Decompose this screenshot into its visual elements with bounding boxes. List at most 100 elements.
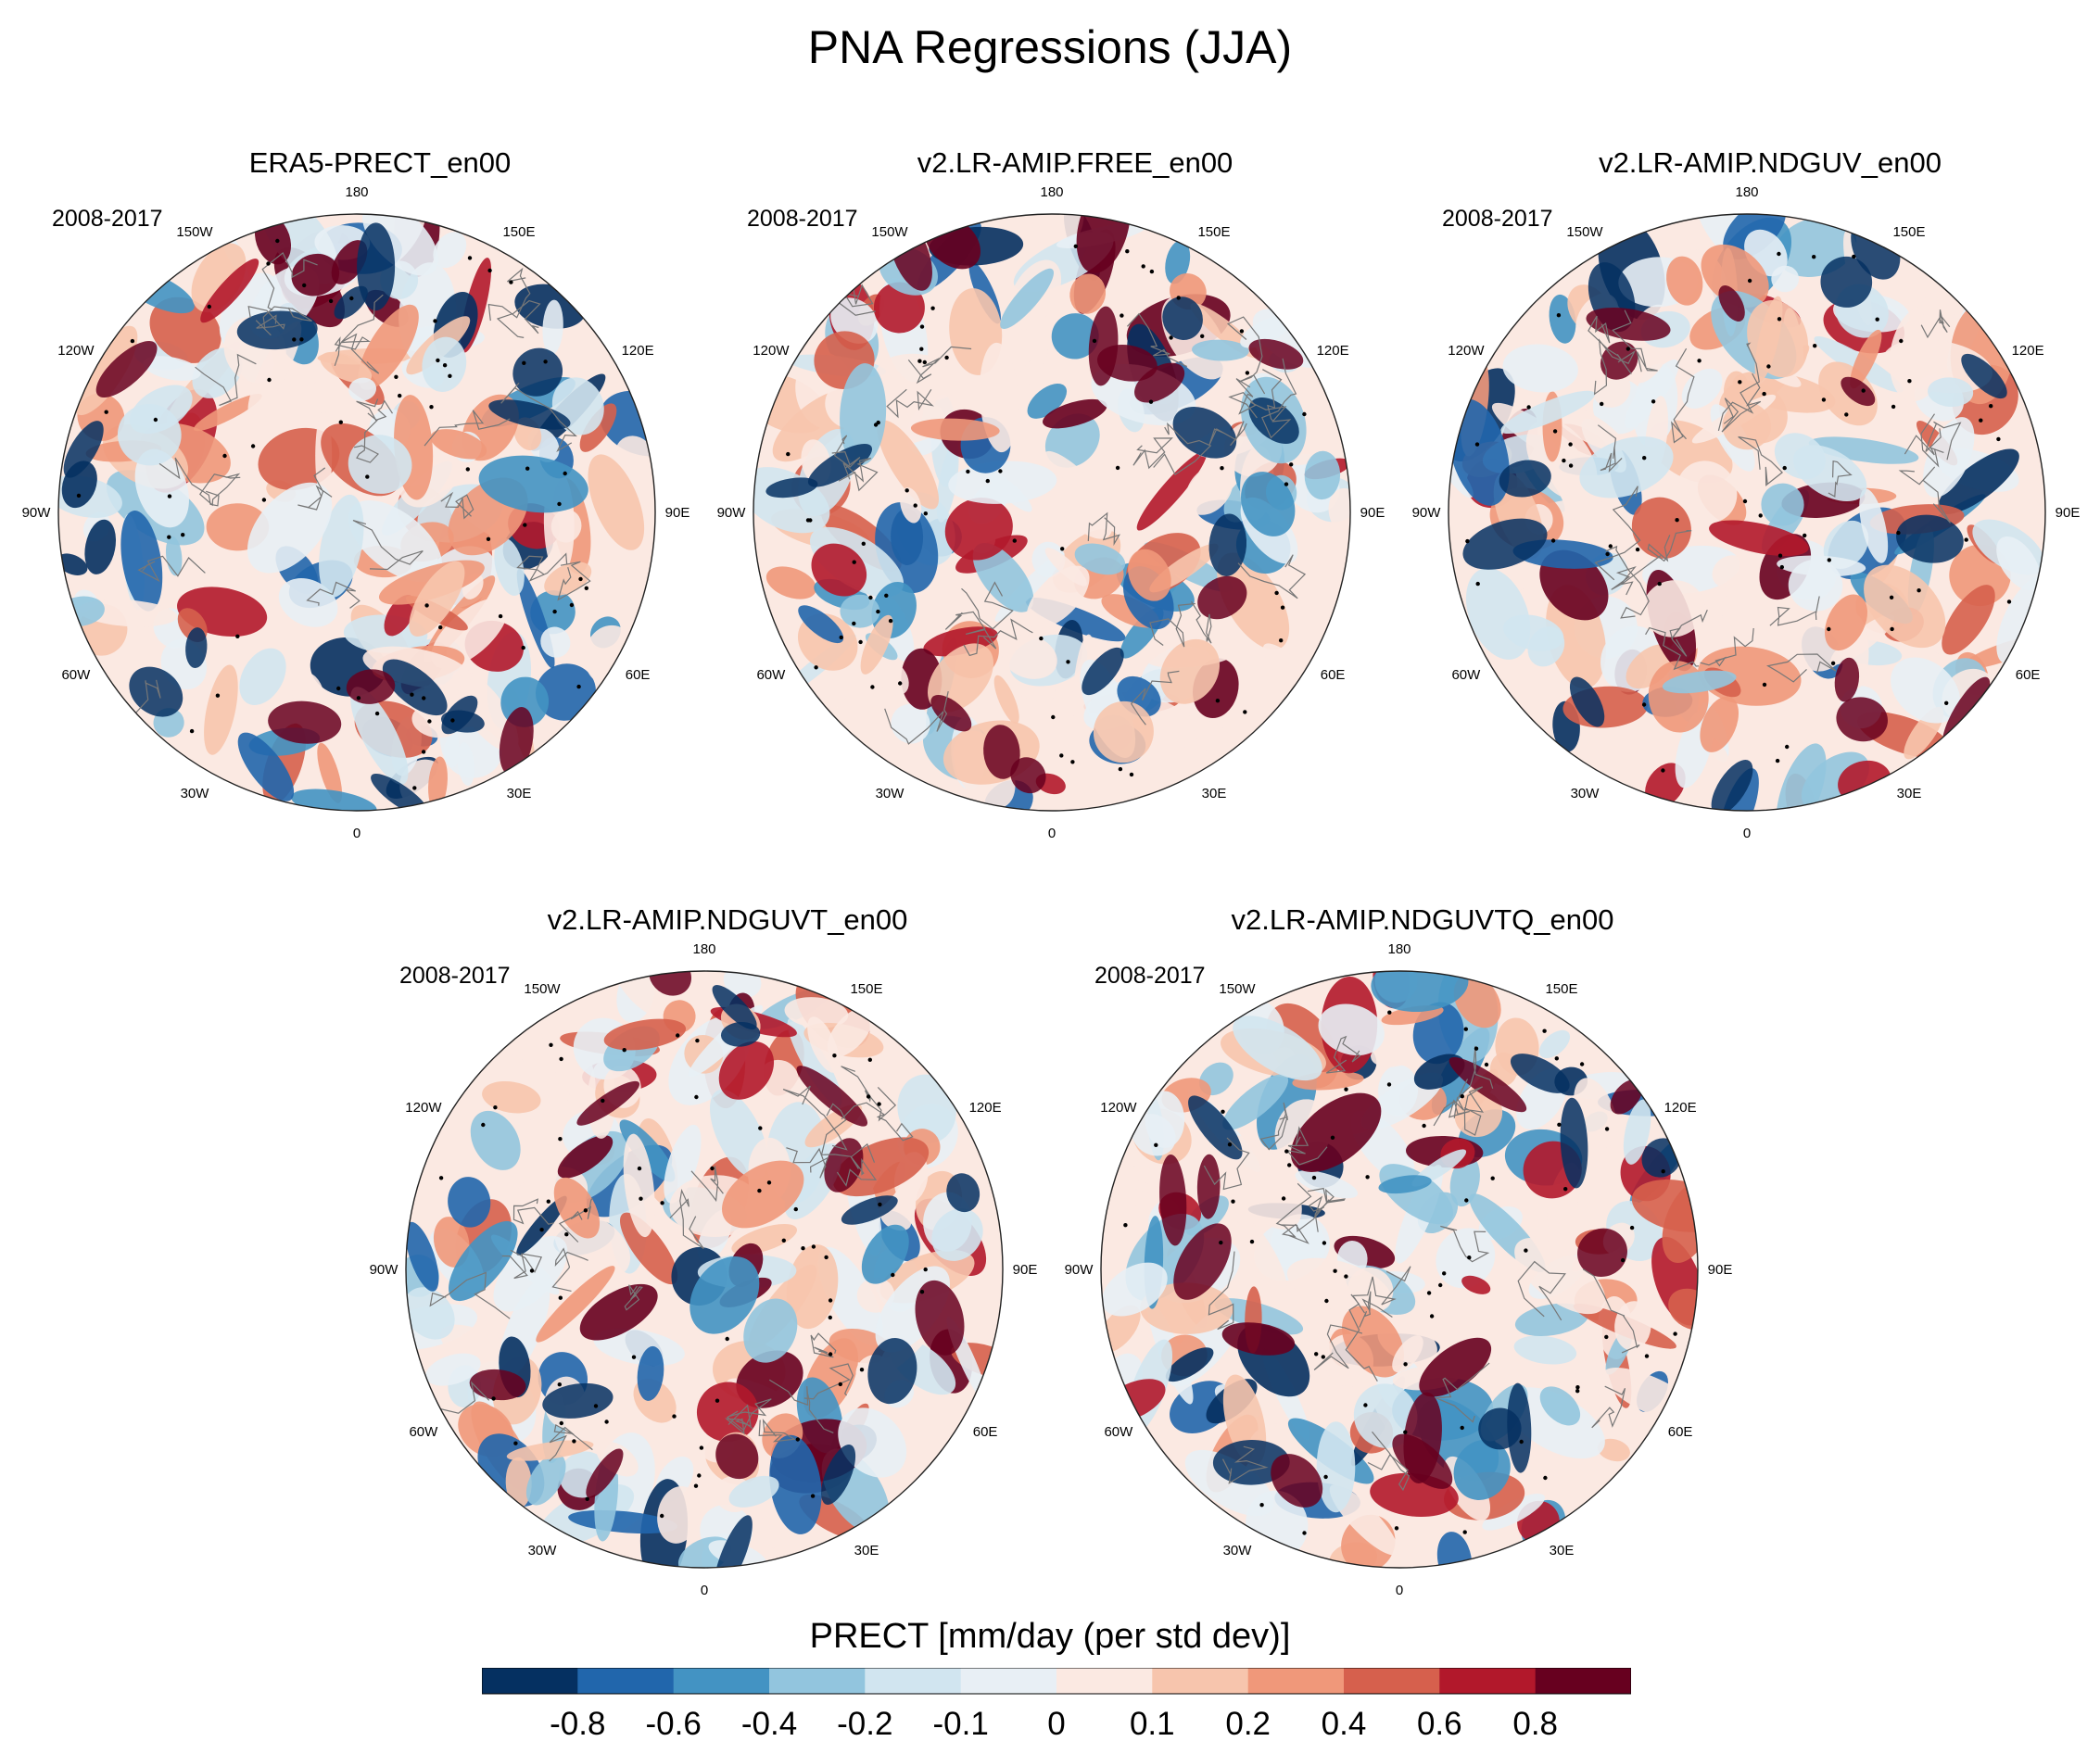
anomaly-blob	[535, 663, 597, 721]
coastline	[1828, 460, 1853, 498]
stipple-dot	[1777, 317, 1782, 322]
anomaly-blob	[409, 561, 465, 637]
anomaly-blob	[406, 1287, 455, 1340]
stipple-dot	[412, 786, 417, 790]
stipple-dot	[1526, 405, 1531, 410]
stipple-dot	[410, 692, 414, 697]
stipple-dot	[868, 595, 873, 600]
strong-anomaly-core	[649, 971, 692, 996]
longitude-label: 60E	[1321, 667, 1346, 683]
coastline	[803, 1363, 854, 1400]
strong-anomaly-core	[268, 700, 342, 744]
stipple-dot	[858, 639, 863, 645]
anomaly-blob	[1788, 559, 1843, 612]
anomaly-blob	[1140, 1282, 1233, 1334]
strong-anomaly-core	[1834, 657, 1860, 702]
stipple-dot	[563, 471, 567, 476]
anomaly-blob	[860, 614, 893, 675]
anomaly-blob	[1500, 390, 1596, 435]
strong-anomaly-core	[1162, 297, 1203, 340]
anomaly-blob	[1514, 1303, 1589, 1337]
stipple-dot	[442, 363, 448, 368]
stipple-dot	[1762, 391, 1766, 397]
anomaly-blob	[743, 1298, 798, 1363]
stipple-dot	[1314, 1352, 1319, 1357]
stipple-dot	[487, 268, 492, 273]
strong-anomaly-core	[930, 695, 972, 732]
stipple-dot	[1641, 702, 1647, 707]
stipple-dot	[793, 1206, 798, 1212]
anomaly-blob	[1194, 720, 1234, 757]
stipple-dot	[422, 696, 426, 700]
stipple-dot	[1333, 1268, 1337, 1273]
anomaly-blob	[1923, 417, 1975, 498]
strong-anomaly-core	[63, 421, 104, 478]
coastline	[907, 346, 972, 385]
stipple-dot	[1280, 605, 1285, 610]
anomaly-blob	[448, 1177, 491, 1228]
stipple-dot	[888, 618, 893, 624]
stipple-dot	[1484, 1062, 1489, 1067]
strong-anomaly-core	[95, 341, 158, 397]
stipple-dot	[758, 1126, 763, 1130]
colorbar-swatch	[865, 1668, 962, 1694]
strong-anomaly-core	[236, 310, 318, 350]
anomaly-blob	[1461, 1275, 1491, 1294]
anomaly-blob	[540, 626, 571, 658]
longitude-label: 120E	[1317, 343, 1349, 359]
stipple-dot	[1302, 411, 1307, 417]
stipple-dot	[1149, 269, 1155, 274]
stipple-dot	[1438, 1282, 1443, 1288]
anomaly-blob	[615, 435, 654, 474]
strong-anomaly-core	[129, 666, 183, 717]
map-panel-free: v2.LR-AMIP.FREE_en00 2008-2017 180 150E 12…	[717, 146, 1418, 841]
polar-map: 180 150E 120E 90E 60E 30E 0 30W 60W 90W 120W 150W	[1412, 184, 2081, 841]
anomaly-blob	[880, 1208, 912, 1231]
stipple-dot	[576, 684, 581, 689]
strong-anomaly-core	[1172, 406, 1237, 459]
stipple-dot	[1747, 278, 1752, 284]
anomaly-blob	[425, 1353, 481, 1386]
stipple-dot	[824, 1255, 829, 1260]
stipple-dot	[1287, 1163, 1292, 1167]
stipple-dot	[814, 665, 818, 670]
colorbar-tick-label: 0.1	[1130, 1706, 1175, 1742]
stipple-dot	[1554, 1056, 1559, 1061]
colorbar-swatch	[1056, 1668, 1153, 1694]
stipple-dot	[261, 498, 267, 502]
stipple-dot	[1330, 1135, 1335, 1140]
longitude-label: 90W	[1065, 1262, 1094, 1278]
anomaly-blob	[1392, 1335, 1423, 1373]
stipple-dot	[1245, 371, 1250, 375]
stipple-dot	[349, 296, 354, 301]
map-panel-ndguvt: v2.LR-AMIP.NDGUVT_en00 2008-2017 180 150E…	[370, 903, 1070, 1598]
stipple-dot	[601, 1098, 605, 1104]
stipple-dot	[1996, 436, 2001, 442]
stipple-dot	[639, 1196, 643, 1201]
stipple-dot	[424, 603, 429, 608]
anomaly-blob	[1290, 1092, 1382, 1172]
longitude-label: 180	[1040, 184, 1063, 200]
stipple-dot	[558, 1295, 563, 1300]
stipple-dot	[509, 280, 513, 284]
stipple-dot	[1775, 758, 1780, 763]
coastline	[1237, 554, 1307, 599]
longitude-label: 30W	[1571, 786, 1600, 801]
stipple-dot	[1579, 1062, 1585, 1066]
longitude-label: 0	[1396, 1583, 1403, 1598]
stipple-dot	[985, 478, 990, 484]
strong-anomaly-core	[576, 1080, 639, 1126]
anomaly-blob	[1539, 1386, 1581, 1426]
longitude-label: 30E	[507, 786, 532, 801]
colorbar-tick-label: 0.4	[1322, 1706, 1367, 1742]
strong-anomaly-core	[346, 669, 396, 704]
longitude-label: 90E	[1708, 1262, 1733, 1278]
stipple-dot	[1907, 379, 1912, 384]
coastline	[1149, 602, 1195, 648]
strong-anomaly-core	[357, 222, 396, 311]
stipple-dot	[877, 1102, 881, 1106]
stipple-dot	[622, 1048, 626, 1053]
anomaly-blob	[1043, 398, 1107, 429]
longitude-label: 120W	[1100, 1100, 1137, 1116]
strong-anomaly-core	[1096, 344, 1158, 382]
